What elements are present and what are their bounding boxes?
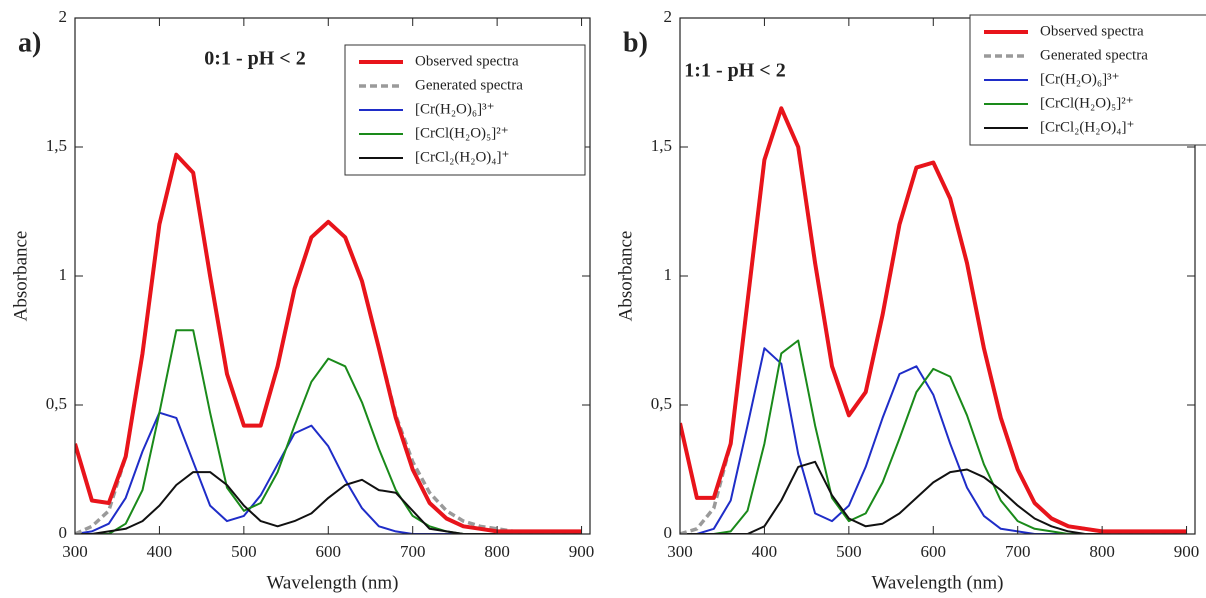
- panel-label: b): [623, 27, 648, 58]
- y-tick-label: 1: [59, 265, 68, 284]
- x-tick-label: 300: [667, 542, 693, 561]
- series-line: [75, 329, 582, 534]
- series-line: [75, 471, 582, 534]
- y-tick-label: 0: [59, 523, 68, 542]
- x-axis-title: Wavelength (nm): [267, 572, 399, 593]
- legend-label: Generated spectra: [415, 77, 523, 93]
- x-tick-label: 400: [752, 542, 778, 561]
- series-line: [75, 411, 582, 534]
- series-line: [680, 460, 1187, 534]
- series-line: [680, 347, 1187, 534]
- y-tick-label: 0,5: [651, 394, 672, 413]
- y-axis-title: Absorbance: [615, 231, 636, 322]
- y-tick-label: 0: [664, 523, 673, 542]
- x-tick-label: 600: [921, 542, 947, 561]
- series-line: [75, 152, 582, 534]
- legend-label: [CrCl(H₂O)₅]²⁺: [1040, 95, 1134, 111]
- series-line: [680, 106, 1187, 534]
- series-line: [75, 152, 582, 534]
- x-tick-label: 500: [836, 542, 862, 561]
- y-axis-title: Absorbance: [10, 231, 31, 322]
- plot-area: [680, 106, 1187, 534]
- x-tick-label: 400: [147, 542, 173, 561]
- x-tick-label: 700: [400, 542, 426, 561]
- legend-label: Observed spectra: [415, 53, 519, 69]
- x-tick-label: 900: [1174, 542, 1200, 561]
- legend-label: Generated spectra: [1040, 47, 1148, 63]
- y-tick-label: 2: [664, 7, 673, 26]
- y-tick-label: 1,5: [651, 136, 672, 155]
- panel: 0 0,5 1 1,5 2 300 400 500 600 700 800 900 Wavelength…: [615, 7, 1206, 593]
- legend-label: [CrCl₂(H₂O)₄]⁺: [1040, 119, 1134, 135]
- x-tick-label: 700: [1005, 542, 1031, 561]
- x-tick-label: 600: [316, 542, 342, 561]
- panel-label: a): [18, 27, 41, 58]
- y-tick-label: 2: [59, 7, 68, 26]
- legend-label: [Cr(H₂O)₆]³⁺: [1040, 71, 1120, 87]
- x-tick-label: 300: [62, 542, 88, 561]
- y-tick-label: 1,5: [46, 136, 67, 155]
- series-line: [680, 339, 1187, 534]
- legend-label: Observed spectra: [1040, 23, 1144, 39]
- annotation: 0:1 - pH < 2: [204, 48, 305, 70]
- annotation: 1:1 - pH < 2: [684, 60, 785, 82]
- x-tick-label: 900: [569, 542, 595, 561]
- y-tick-label: 1: [664, 265, 673, 284]
- legend: Observed spectra Generated spectra [Cr(H₂O…: [969, 14, 1206, 146]
- plot-area: [75, 152, 582, 534]
- x-tick-label: 500: [231, 542, 257, 561]
- legend: Observed spectra Generated spectra [Cr(H₂O…: [344, 44, 586, 176]
- panel: 0 0,5 1 1,5 2 300 400 500 600 700 800 900 Wavelength…: [10, 7, 594, 593]
- x-tick-label: 800: [1089, 542, 1115, 561]
- legend-label: [Cr(H₂O)₆]³⁺: [415, 101, 495, 117]
- x-axis-title: Wavelength (nm): [872, 572, 1004, 593]
- x-tick-label: 800: [484, 542, 510, 561]
- legend-label: [CrCl₂(H₂O)₄]⁺: [415, 149, 509, 165]
- series-line: [680, 106, 1187, 534]
- y-tick-label: 0,5: [46, 394, 67, 413]
- legend-label: [CrCl(H₂O)₅]²⁺: [415, 125, 509, 141]
